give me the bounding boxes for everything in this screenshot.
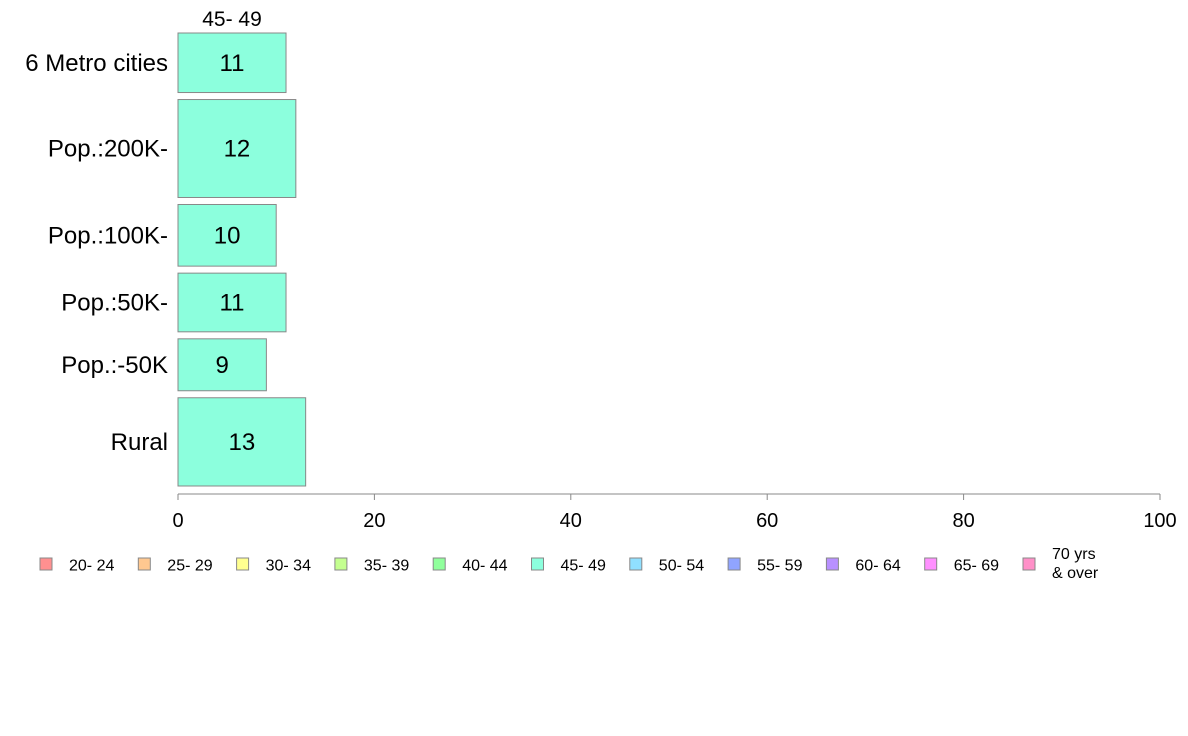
bar-value-label: 13: [228, 429, 255, 456]
x-axis: 0 20 40 60 80 100: [172, 493, 1177, 532]
legend-label: 70 yrs & over: [1052, 546, 1099, 582]
bar-segment: [177, 397, 307, 487]
legend-swatch: [334, 557, 348, 571]
legend-label: 55- 59: [757, 558, 802, 575]
legend: 20- 24 25- 29 30- 34 35- 39 40- 44 45- 49 50- …: [39, 546, 1099, 582]
bar-value-label: 12: [224, 136, 251, 163]
legend-swatch: [137, 557, 151, 571]
legend-swatch: [432, 557, 446, 571]
legend-swatch: [727, 557, 741, 571]
legend-swatch: [1022, 557, 1036, 571]
legend-label: 65- 69: [954, 558, 999, 575]
legend-label: 60- 64: [855, 558, 900, 575]
x-tick-label: 20: [363, 510, 385, 532]
bar-segment: [177, 32, 287, 94]
legend-label: 20- 24: [69, 558, 114, 575]
legend-swatch: [39, 557, 53, 571]
bar-value-label: 11: [220, 50, 245, 77]
legend-label: 30- 34: [266, 558, 311, 575]
x-tick-label: 100: [1143, 510, 1176, 532]
bar-segment: [177, 338, 267, 392]
legend-swatch: [629, 557, 643, 571]
legend-label: 50- 54: [659, 558, 704, 575]
bar-segment: [177, 99, 297, 198]
x-tick-label: 40: [560, 510, 582, 532]
x-tick-label: 80: [952, 510, 974, 532]
category-label: Pop.:-50K: [61, 352, 168, 379]
x-tick-label: 60: [756, 510, 778, 532]
legend-swatch: [531, 557, 544, 571]
category-label: Rural: [111, 429, 168, 456]
x-tick-label: 0: [172, 510, 183, 532]
legend-label: 25- 29: [167, 558, 212, 575]
bar-value-label: 11: [220, 289, 245, 316]
legend-label: 40- 44: [462, 558, 507, 575]
category-label: Pop.:100K-: [48, 222, 168, 249]
category-label: Pop.:50K-: [61, 289, 168, 316]
bar-value-label: 10: [214, 222, 241, 249]
bar-segment: [177, 203, 277, 267]
legend-label: 45- 49: [561, 558, 606, 575]
series-header-label: 45- 49: [202, 8, 262, 31]
plot-area: 45- 49 11 6 Metro cities 12 Pop.:200K- 10 Pop.…: [25, 8, 307, 487]
bar-value-label: 9: [216, 352, 229, 379]
legend-label: 35- 39: [364, 558, 409, 575]
category-label: 6 Metro cities: [25, 50, 168, 77]
legend-swatch: [924, 557, 938, 571]
legend-swatch: [825, 557, 839, 571]
legend-swatch: [236, 557, 250, 571]
category-label: Pop.:200K-: [48, 136, 168, 163]
bar-segment: [177, 272, 287, 333]
